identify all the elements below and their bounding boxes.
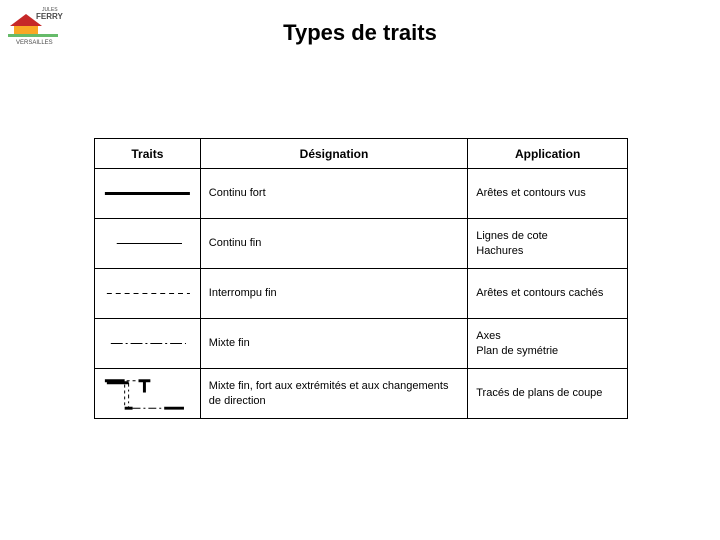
application-cell: Arêtes et contours vus xyxy=(468,169,628,219)
application-cell: Arêtes et contours cachés xyxy=(468,269,628,319)
application-text: Arêtes et contours cachés xyxy=(468,269,627,318)
designation-text: Continu fin xyxy=(201,219,467,268)
application-cell: AxesPlan de symétrie xyxy=(468,319,628,369)
application-cell: Lignes de coteHachures xyxy=(468,219,628,269)
trait-sample-interrompu-fin xyxy=(95,269,201,319)
application-cell: Tracés de plans de coupe xyxy=(468,369,628,419)
traits-table: Traits Désignation Application Continu f… xyxy=(94,138,628,419)
application-text: AxesPlan de symétrie xyxy=(468,319,627,368)
designation-cell: Continu fort xyxy=(200,169,467,219)
application-text: Arêtes et contours vus xyxy=(468,169,627,218)
designation-cell: Mixte fin xyxy=(200,319,467,369)
trait-sample-continu-fin xyxy=(95,219,201,269)
trait-sample-mixte-fin xyxy=(95,319,201,369)
designation-cell: Mixte fin, fort aux extrémités et aux ch… xyxy=(200,369,467,419)
designation-text: Mixte fin xyxy=(201,319,467,368)
header-traits: Traits xyxy=(95,139,201,169)
application-text: Lignes de coteHachures xyxy=(468,219,627,268)
table-row: Continu fort Arêtes et contours vus xyxy=(95,169,628,219)
application-text: Tracés de plans de coupe xyxy=(468,369,627,418)
table-row: Mixte fin AxesPlan de symétrie xyxy=(95,319,628,369)
designation-text: Interrompu fin xyxy=(201,269,467,318)
table-row: Interrompu fin Arêtes et contours cachés xyxy=(95,269,628,319)
designation-cell: Interrompu fin xyxy=(200,269,467,319)
table-row: Mixte fin, fort aux extrémités et aux ch… xyxy=(95,369,628,419)
table-row: Continu fin Lignes de coteHachures xyxy=(95,219,628,269)
designation-text: Continu fort xyxy=(201,169,467,218)
designation-cell: Continu fin xyxy=(200,219,467,269)
trait-sample-mixte-fin-fort xyxy=(95,369,201,419)
page-title: Types de traits xyxy=(0,20,720,46)
trait-sample-continu-fort xyxy=(95,169,201,219)
designation-text: Mixte fin, fort aux extrémités et aux ch… xyxy=(201,369,467,418)
header-designation: Désignation xyxy=(200,139,467,169)
header-application: Application xyxy=(468,139,628,169)
table-header-row: Traits Désignation Application xyxy=(95,139,628,169)
